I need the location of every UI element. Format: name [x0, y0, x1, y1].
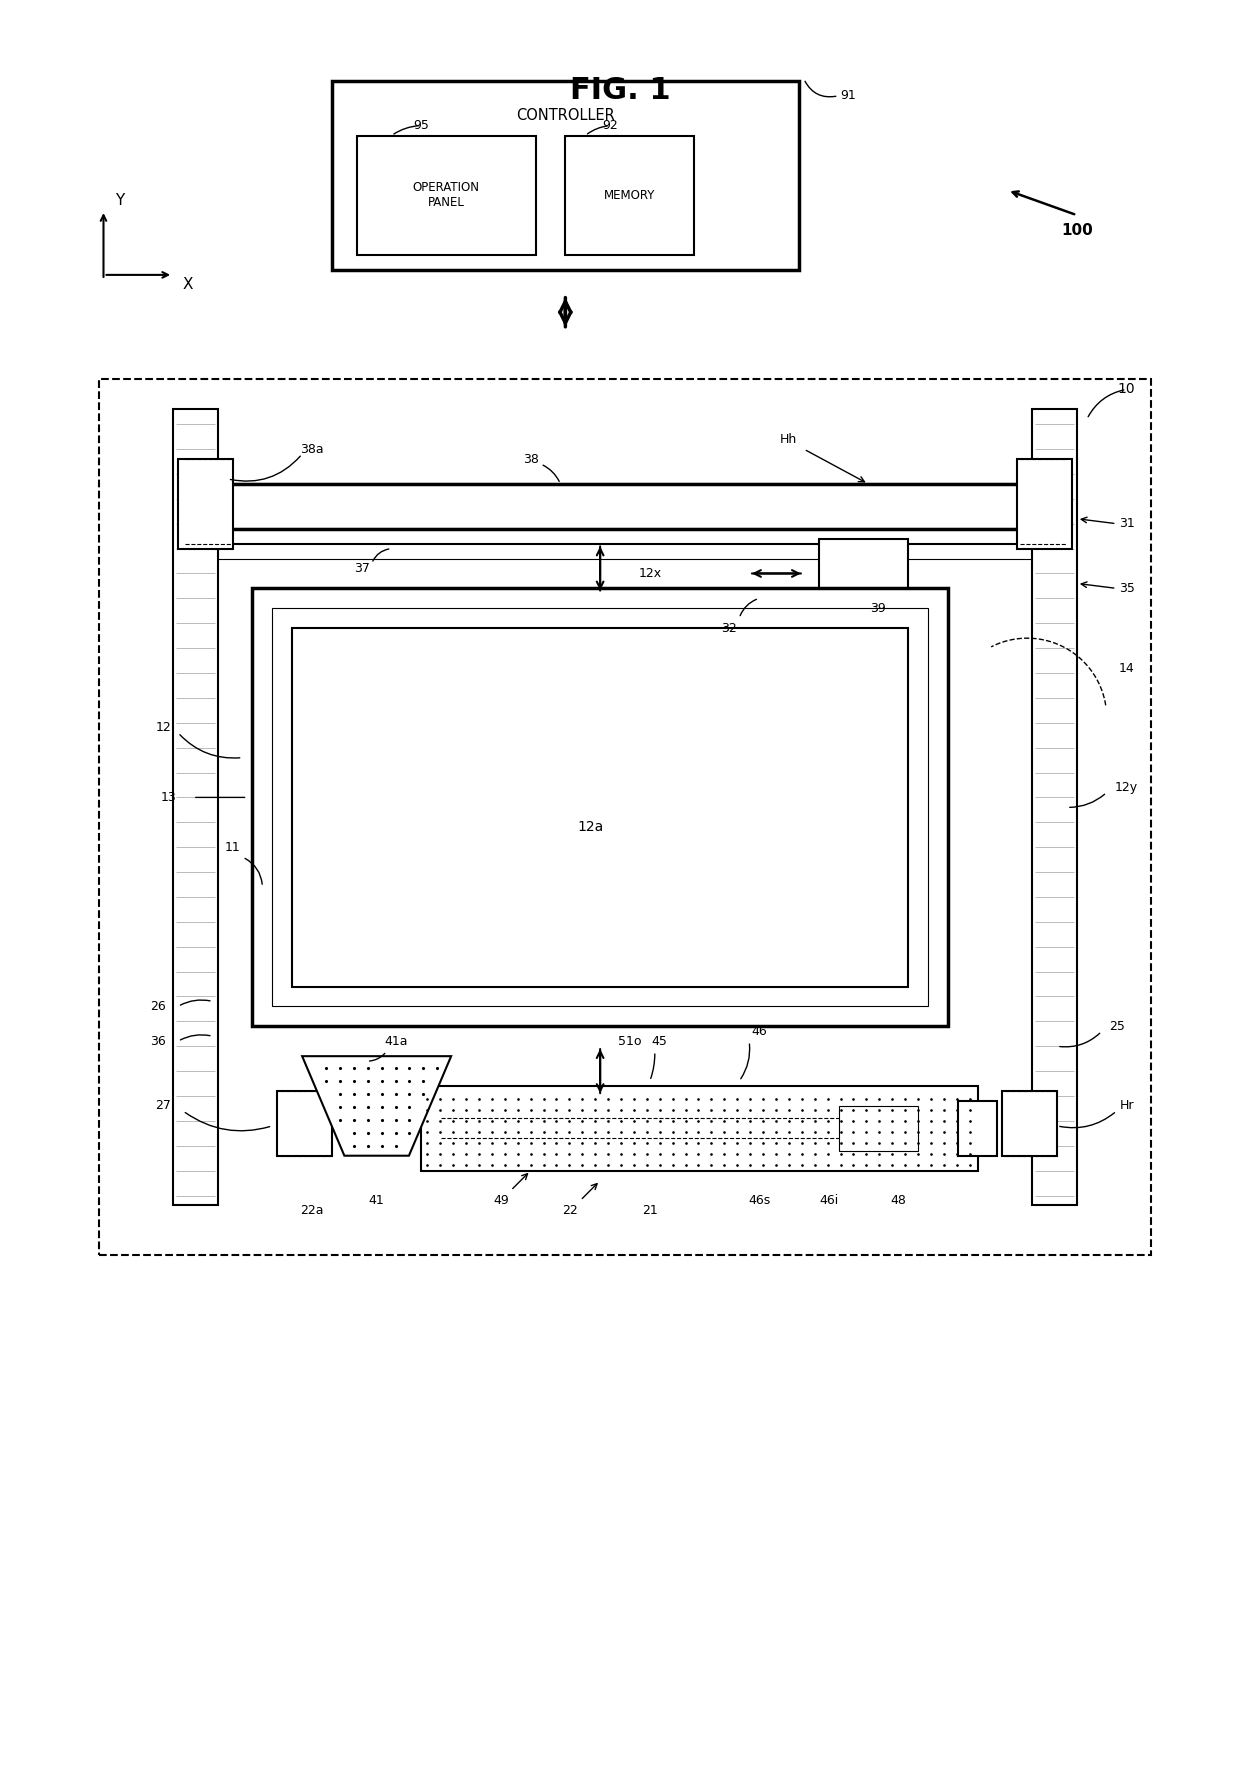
Text: 22a: 22a [300, 1203, 324, 1217]
Text: 27: 27 [155, 1099, 171, 1113]
Text: Y: Y [115, 193, 125, 209]
Text: 38a: 38a [300, 442, 324, 456]
Bar [273, 608, 928, 1007]
Text: 32: 32 [722, 622, 737, 634]
Bar [565, 136, 694, 254]
Text: 41: 41 [368, 1194, 384, 1207]
Text: CONTROLLER: CONTROLLER [516, 108, 615, 124]
Text: Hr: Hr [1120, 1099, 1133, 1113]
Text: X: X [184, 277, 193, 292]
Text: 25: 25 [1109, 1020, 1125, 1034]
Text: 46i: 46i [818, 1194, 838, 1207]
Text: 91: 91 [841, 88, 857, 102]
Text: 51o: 51o [619, 1035, 641, 1048]
Bar [1002, 1090, 1056, 1156]
Text: 100: 100 [1061, 223, 1092, 237]
Text: 39: 39 [870, 603, 887, 615]
Bar [332, 81, 799, 270]
Text: 26: 26 [150, 1000, 166, 1012]
Bar [253, 588, 947, 1027]
Text: 12a: 12a [577, 820, 604, 834]
Text: 37: 37 [353, 562, 370, 574]
Bar [278, 1090, 332, 1156]
Text: 49: 49 [494, 1194, 508, 1207]
Text: 36: 36 [150, 1035, 166, 1048]
Bar [179, 459, 233, 548]
Text: 31: 31 [1118, 518, 1135, 530]
Text: 11: 11 [224, 841, 241, 853]
Bar [1017, 459, 1071, 548]
Text: 48: 48 [890, 1194, 906, 1207]
Text: 10: 10 [1117, 382, 1136, 396]
Text: 38: 38 [523, 452, 538, 465]
Bar [357, 136, 536, 254]
Bar [957, 1101, 997, 1156]
Text: 12x: 12x [639, 567, 661, 580]
Bar [838, 1106, 918, 1150]
Text: OPERATION
PANEL: OPERATION PANEL [413, 182, 480, 209]
Text: 45: 45 [652, 1035, 667, 1048]
Text: MEMORY: MEMORY [604, 189, 656, 201]
Bar [174, 410, 218, 1205]
Polygon shape [303, 1057, 451, 1156]
Text: 21: 21 [642, 1203, 657, 1217]
Bar [422, 1087, 977, 1172]
Text: 41a: 41a [384, 1035, 408, 1048]
Bar [293, 629, 908, 986]
Bar [98, 380, 1152, 1255]
Text: 12y: 12y [1115, 781, 1138, 793]
Bar [1032, 410, 1076, 1205]
Text: 95: 95 [413, 118, 429, 133]
Text: 92: 92 [603, 118, 618, 133]
Text: 22: 22 [563, 1203, 578, 1217]
Text: 12: 12 [155, 721, 171, 735]
Bar [818, 539, 908, 603]
Text: 46s: 46s [748, 1194, 770, 1207]
Text: FIG. 1: FIG. 1 [569, 76, 671, 106]
Text: 14: 14 [1118, 661, 1135, 675]
Text: Hh: Hh [780, 433, 797, 445]
Text: 13: 13 [160, 792, 176, 804]
Text: 35: 35 [1118, 581, 1135, 595]
Text: 46: 46 [751, 1025, 766, 1037]
Bar [218, 484, 1032, 528]
